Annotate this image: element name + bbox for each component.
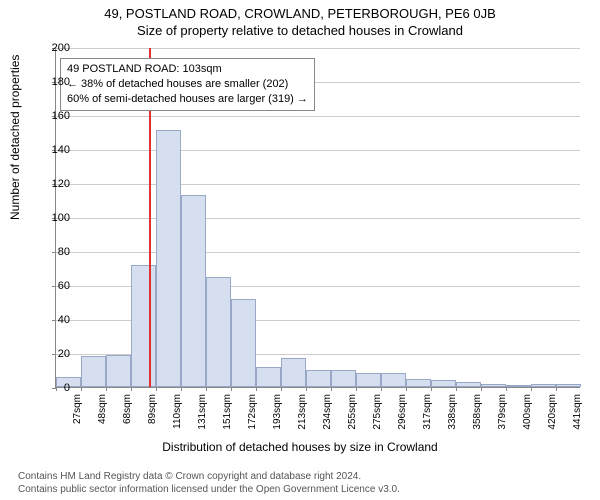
- x-tick-mark: [156, 387, 157, 391]
- y-axis-label: Number of detached properties: [8, 55, 22, 220]
- x-tick-label: 27sqm: [72, 394, 83, 439]
- histogram-bar: [556, 384, 581, 387]
- grid-line: [56, 184, 580, 185]
- x-axis-label: Distribution of detached houses by size …: [0, 440, 600, 454]
- x-tick-label: 255sqm: [347, 394, 358, 439]
- histogram-bar: [356, 373, 381, 387]
- histogram-bar: [456, 382, 481, 387]
- x-tick-label: 296sqm: [397, 394, 408, 439]
- x-tick-label: 234sqm: [322, 394, 333, 439]
- x-tick-label: 89sqm: [147, 394, 158, 439]
- x-tick-mark: [256, 387, 257, 391]
- histogram-bar: [331, 370, 356, 387]
- histogram-bar: [406, 379, 431, 388]
- page-title-sub: Size of property relative to detached ho…: [0, 21, 600, 38]
- x-tick-mark: [281, 387, 282, 391]
- histogram-bar: [506, 385, 531, 387]
- y-tick-label: 20: [40, 348, 70, 360]
- histogram-bar: [306, 370, 331, 387]
- histogram-bar: [256, 367, 281, 387]
- x-tick-mark: [356, 387, 357, 391]
- x-tick-label: 379sqm: [497, 394, 508, 439]
- y-tick-label: 140: [40, 144, 70, 156]
- histogram-bar: [81, 356, 106, 387]
- x-tick-label: 110sqm: [172, 394, 183, 439]
- x-tick-label: 131sqm: [197, 394, 208, 439]
- x-tick-mark: [106, 387, 107, 391]
- x-tick-mark: [406, 387, 407, 391]
- y-tick-label: 120: [40, 178, 70, 190]
- x-tick-mark: [131, 387, 132, 391]
- histogram-bar: [231, 299, 256, 387]
- footer-attribution: Contains HM Land Registry data © Crown c…: [18, 470, 400, 496]
- x-tick-mark: [181, 387, 182, 391]
- x-tick-mark: [506, 387, 507, 391]
- x-tick-label: 358sqm: [472, 394, 483, 439]
- x-tick-label: 172sqm: [247, 394, 258, 439]
- x-tick-label: 338sqm: [447, 394, 458, 439]
- x-tick-label: 275sqm: [372, 394, 383, 439]
- y-tick-label: 200: [40, 42, 70, 54]
- page-title-main: 49, POSTLAND ROAD, CROWLAND, PETERBOROUG…: [0, 0, 600, 21]
- x-tick-label: 48sqm: [97, 394, 108, 439]
- grid-line: [56, 218, 580, 219]
- y-tick-label: 100: [40, 212, 70, 224]
- histogram-bar: [481, 384, 506, 387]
- grid-line: [56, 252, 580, 253]
- x-tick-mark: [481, 387, 482, 391]
- annotation-line-1: 49 POSTLAND ROAD: 103sqm: [67, 62, 308, 77]
- grid-line: [56, 48, 580, 49]
- x-tick-mark: [306, 387, 307, 391]
- x-tick-label: 151sqm: [222, 394, 233, 439]
- y-tick-label: 40: [40, 314, 70, 326]
- histogram-bar: [281, 358, 306, 387]
- x-tick-mark: [531, 387, 532, 391]
- histogram-bar: [106, 355, 131, 387]
- x-tick-label: 213sqm: [297, 394, 308, 439]
- x-tick-mark: [381, 387, 382, 391]
- x-tick-mark: [331, 387, 332, 391]
- y-tick-label: 160: [40, 110, 70, 122]
- y-tick-label: 180: [40, 76, 70, 88]
- x-tick-mark: [206, 387, 207, 391]
- x-tick-mark: [556, 387, 557, 391]
- x-tick-label: 441sqm: [572, 394, 583, 439]
- grid-line: [56, 116, 580, 117]
- annotation-line-3: 60% of semi-detached houses are larger (…: [67, 92, 308, 107]
- histogram-bar: [131, 265, 156, 387]
- histogram-bar: [431, 380, 456, 387]
- y-tick-label: 0: [40, 382, 70, 394]
- histogram-bar: [206, 277, 231, 388]
- x-tick-label: 317sqm: [422, 394, 433, 439]
- x-tick-label: 68sqm: [122, 394, 133, 439]
- y-tick-label: 80: [40, 246, 70, 258]
- footer-line-2: Contains public sector information licen…: [18, 483, 400, 496]
- x-tick-label: 420sqm: [547, 394, 558, 439]
- x-tick-mark: [456, 387, 457, 391]
- x-tick-label: 400sqm: [522, 394, 533, 439]
- x-tick-mark: [431, 387, 432, 391]
- grid-line: [56, 150, 580, 151]
- histogram-bar: [156, 130, 181, 387]
- annotation-line-2: ← 38% of detached houses are smaller (20…: [67, 77, 308, 92]
- annotation-box: 49 POSTLAND ROAD: 103sqm ← 38% of detach…: [60, 58, 315, 111]
- histogram-bar: [531, 384, 556, 387]
- y-tick-label: 60: [40, 280, 70, 292]
- x-tick-label: 193sqm: [272, 394, 283, 439]
- histogram-bar: [181, 195, 206, 387]
- footer-line-1: Contains HM Land Registry data © Crown c…: [18, 470, 400, 483]
- x-tick-mark: [231, 387, 232, 391]
- x-tick-mark: [81, 387, 82, 391]
- histogram-bar: [381, 373, 406, 387]
